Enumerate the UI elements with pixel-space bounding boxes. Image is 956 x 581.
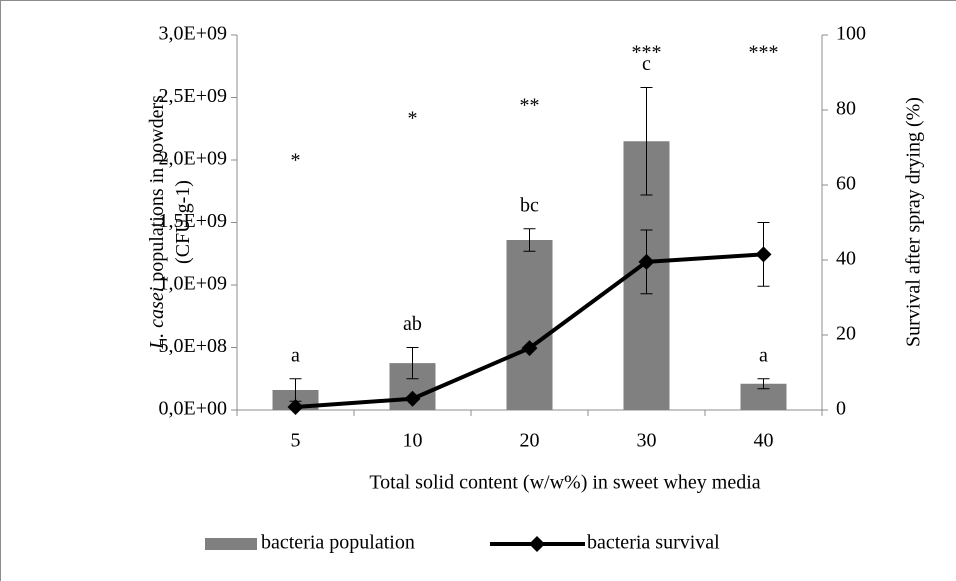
significance-mark: *** (749, 42, 779, 64)
bar-letter: bc (520, 194, 539, 216)
y-tick-label: 1,0E+09 (159, 273, 228, 295)
bar (506, 240, 553, 410)
significance-mark: ** (520, 95, 540, 117)
line-marker (287, 399, 304, 415)
y-tick-label: 0,0E+00 (159, 398, 228, 420)
legend-swatch (205, 538, 257, 550)
y-axis-label: (CFU g-1) (172, 180, 194, 264)
y2-tick-label: 60 (836, 173, 856, 195)
y2-tick-label: 40 (836, 248, 856, 270)
y2-tick-label: 20 (836, 323, 856, 345)
y2-tick-label: 0 (836, 398, 846, 420)
significance-mark: * (408, 108, 418, 130)
significance-mark: *** (632, 42, 662, 64)
line-marker (521, 340, 538, 357)
y-axis-label-part: (CFU g-1) (172, 180, 194, 264)
y2-axis-label: Survival after spray drying (%) (903, 97, 925, 347)
y-tick-label: 1,5E+09 (159, 210, 228, 232)
x-tick-label: 30 (637, 430, 657, 452)
y-tick-label: 3,0E+09 (159, 23, 228, 45)
legend-marker (529, 536, 545, 552)
y-tick-label: 2,0E+09 (159, 148, 228, 170)
legend-label: bacteria population (261, 532, 415, 554)
y2-tick-label: 100 (836, 23, 866, 45)
bar-letter: a (291, 344, 300, 366)
legend-label: bacteria survival (587, 532, 720, 554)
x-tick-label: 20 (520, 430, 540, 452)
x-tick-label: 40 (754, 430, 774, 452)
significance-mark: * (291, 150, 301, 172)
bar-letter: a (759, 344, 768, 366)
line-marker (638, 253, 655, 270)
y-tick-label: 2,5E+09 (159, 85, 228, 107)
y-tick-label: 5,0E+08 (159, 335, 228, 357)
x-axis-label: Total solid content (w/w%) in sweet whey… (369, 472, 760, 494)
line-marker (404, 390, 421, 407)
y-axis-label: L. casei populations in powders (146, 95, 168, 350)
y2-tick-label: 80 (836, 98, 856, 120)
x-tick-label: 10 (403, 430, 423, 452)
bar-letter: c (642, 53, 651, 75)
y-axis-label-part: populations in powders (146, 95, 168, 287)
x-tick-label: 5 (291, 430, 301, 452)
bar-letter: ab (403, 313, 422, 335)
y-axis-label-part: L. casei (146, 287, 168, 350)
line-marker (755, 246, 772, 263)
